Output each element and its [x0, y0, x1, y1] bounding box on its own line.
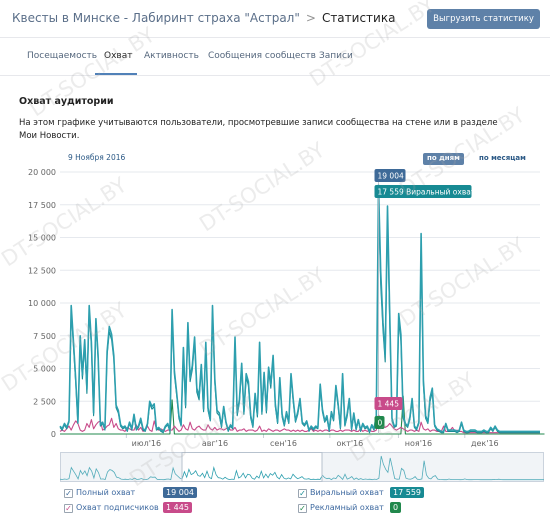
tooltip-ads: 0 [378, 419, 383, 428]
series-line-0 [59, 184, 540, 433]
tab-community-messages[interactable]: Сообщения сообществ [208, 51, 316, 61]
legend-subscribers-label: Охват подписчиков [76, 503, 159, 512]
by-months-button[interactable]: по месяцам [479, 154, 526, 162]
header-bar: Квесты в Минске - Лабиринт страха "Астра… [0, 0, 550, 38]
tooltip-subscribers-bg [374, 397, 403, 410]
y-tick-label: 10 000 [28, 299, 56, 308]
navigator-window [181, 452, 323, 482]
legend-subscribers-reach[interactable]: ✓ Охват подписчиков [64, 503, 159, 513]
breadcrumb: Квесты в Минске - Лабиринт страха "Астра… [12, 11, 395, 25]
breadcrumb-current: Статистика [321, 11, 396, 25]
section-description: На этом графике учитываются пользователи… [19, 118, 498, 141]
breadcrumb-separator: > [305, 11, 316, 25]
tooltip-total: 19 004 [378, 172, 404, 181]
legend-viral-label: Виральный охват [310, 488, 384, 497]
y-tick-label: 15 000 [28, 234, 56, 243]
navigator-series-line [60, 455, 544, 481]
series-line-3 [60, 395, 545, 435]
breadcrumb-community-link[interactable]: Квесты в Минске - Лабиринт страха "Астра… [12, 11, 300, 25]
chart-date-label: 9 Ноября 2016 [68, 153, 126, 162]
tooltip-viral: 17 559 Виральный охват [378, 188, 476, 197]
y-tick-label: 17 500 [28, 201, 56, 210]
chart-navigator[interactable] [60, 452, 544, 482]
tab-reach[interactable]: Охват [104, 51, 133, 61]
y-tick-label: 7 500 [33, 332, 56, 341]
x-tick-label: дек'16 [471, 439, 499, 448]
x-tick-label: авг'16 [202, 439, 228, 448]
legend-viral-reach[interactable]: ✓ Виральный охват [298, 488, 384, 498]
legend-ads-label: Рекламный охват [310, 503, 384, 512]
series-line-2 [59, 414, 540, 434]
navigator-mask-left [60, 452, 182, 482]
x-tick-label: ноя'16 [405, 439, 432, 448]
section-title: Охват аудитории [19, 96, 114, 107]
x-tick-label: сен'16 [270, 439, 297, 448]
legend-total-value: 19 004 [163, 487, 197, 498]
x-tick-label: окт'16 [336, 439, 363, 448]
legend-total-label: Полный охват [76, 488, 136, 497]
y-tick-label: 0 [51, 430, 56, 439]
stats-tabs: Посещаемость Охват Активность Сообщения … [0, 38, 550, 76]
y-tick-label: 12 500 [28, 266, 56, 275]
checkbox-icon[interactable]: ✓ [64, 504, 73, 513]
legend-ads-reach[interactable]: ✓ Рекламный охват [298, 503, 384, 513]
legend-total-reach[interactable]: ✓ Полный охват [64, 488, 135, 498]
tooltip-subscribers: 1 445 [378, 400, 400, 409]
y-tick-label: 2 500 [33, 397, 56, 406]
checkbox-icon[interactable]: ✓ [298, 504, 307, 513]
tab-attendance[interactable]: Посещаемость [27, 51, 98, 61]
tab-activity[interactable]: Активность [144, 51, 199, 61]
tab-posts[interactable]: Записи [319, 51, 353, 61]
active-tab-underline [95, 73, 137, 75]
tooltip-total-bg [374, 169, 406, 182]
x-tick-label: июл'16 [132, 439, 161, 448]
export-stats-button[interactable]: Выгрузить статистику [427, 9, 540, 29]
checkbox-icon[interactable]: ✓ [298, 489, 307, 498]
legend-subscribers-value: 1 445 [163, 502, 192, 513]
reach-chart[interactable]: 0 2 500 5 000 7 500 10 000 12 500 15 000 17 500… [0, 160, 550, 452]
checkbox-icon[interactable]: ✓ [64, 489, 73, 498]
legend-viral-value: 17 559 [390, 487, 424, 498]
by-days-button[interactable]: по дням [423, 153, 464, 165]
tooltip-ads-bg [374, 416, 385, 429]
tooltip-viral-bg [374, 185, 472, 198]
y-tick-label: 20 000 [28, 168, 56, 177]
legend-ads-value: 0 [390, 502, 402, 513]
y-tick-label: 5 000 [33, 365, 56, 374]
navigator-mask-right [322, 452, 544, 482]
